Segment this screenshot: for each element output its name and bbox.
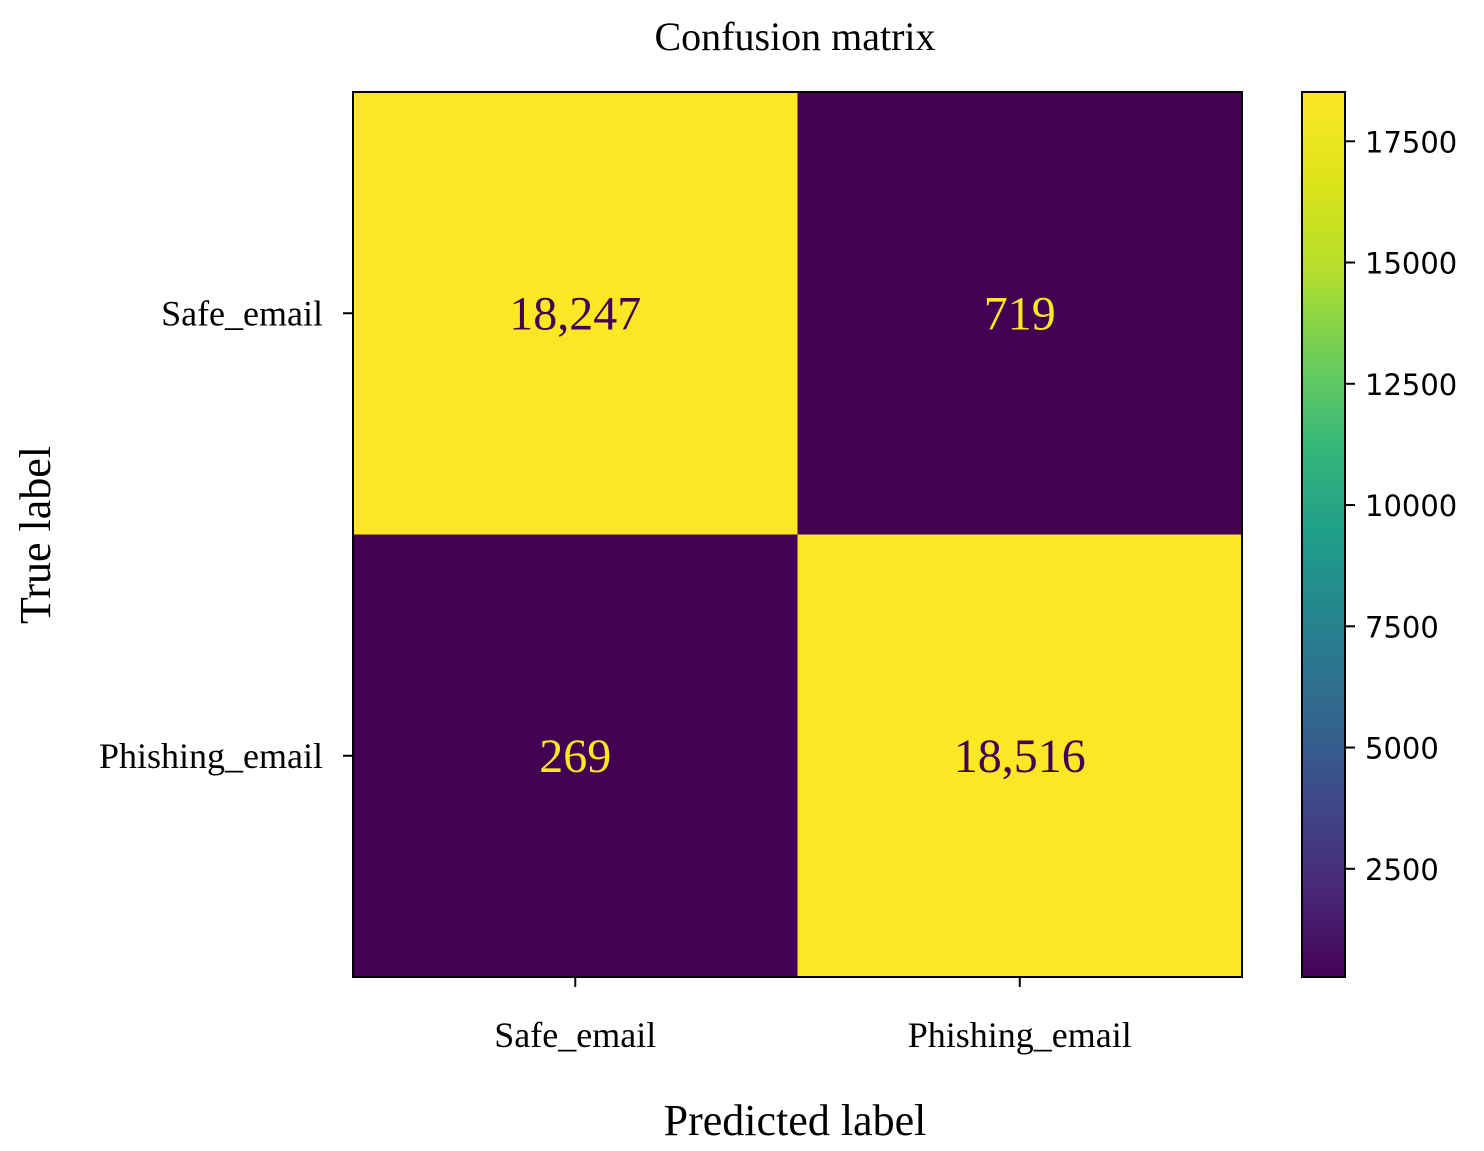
colorbar-tick-label: 7500 [1365,610,1439,644]
x-axis-ticks: Safe_email Phishing_email [494,977,1132,1055]
colorbar-tick-label: 2500 [1365,853,1439,887]
heatmap-cell [353,534,798,977]
chart-title: Confusion matrix [654,14,935,59]
colorbar-tick-label: 15000 [1365,247,1457,281]
colorbar-tick-label: 12500 [1365,368,1457,402]
colorbar-tick-label: 17500 [1365,125,1457,159]
heatmap-cell [797,534,1242,977]
x-tick-label: Phishing_email [908,1015,1132,1055]
heatmap-cell [353,92,798,535]
cell-value-label: 18,247 [509,287,641,340]
x-tick-label: Safe_email [494,1015,656,1055]
colorbar [1301,91,1346,978]
x-axis-label: Predicted label [664,1096,927,1145]
cell-value-label: 719 [984,287,1056,340]
heatmap-cell [797,92,1242,535]
colorbar-tick-label: 5000 [1365,732,1439,766]
colorbar-tick-label: 10000 [1365,489,1457,523]
colorbar-ticks: 2500 5000 7500 10000 12500 15000 17500 [1345,125,1457,887]
plot-frame [352,91,1243,978]
y-axis-label: True label [11,446,60,624]
y-tick-label: Phishing_email [99,736,323,776]
cell-value-label: 269 [539,730,611,783]
cell-value-label: 18,516 [954,730,1086,783]
y-tick-label: Safe_email [161,293,323,333]
y-axis-ticks: Safe_email Phishing_email [99,293,353,776]
heatmap-cells: 18,247 719 269 18,516 [353,92,1242,977]
